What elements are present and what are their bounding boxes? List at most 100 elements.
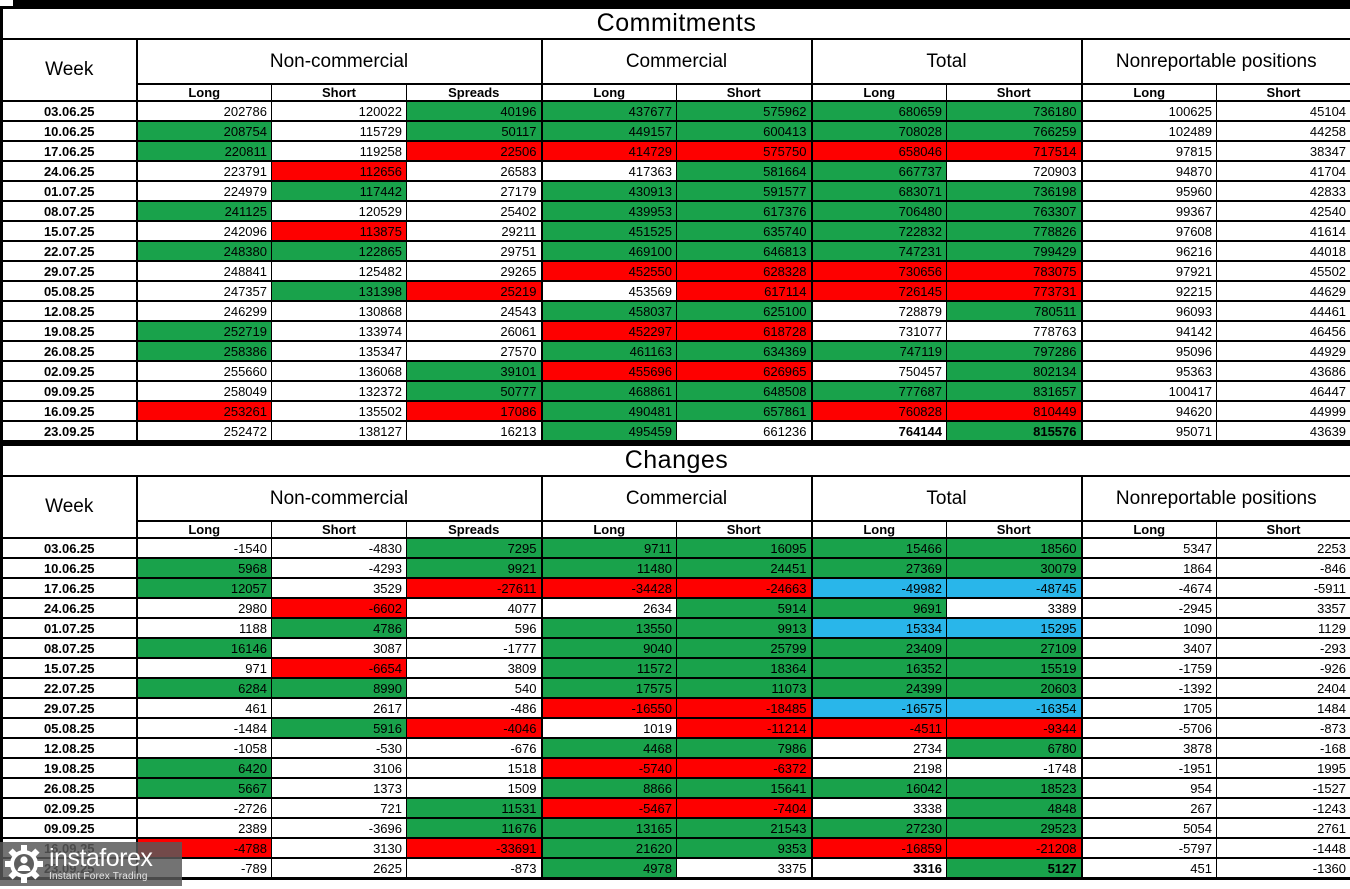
value-cell: 4848 xyxy=(946,797,1082,819)
value-cell: 13165 xyxy=(540,817,677,839)
value-cell: 242096 xyxy=(135,220,272,242)
value-cell: 430913 xyxy=(540,180,677,202)
value-cell: -2945 xyxy=(1080,597,1217,619)
value-cell: 736180 xyxy=(946,100,1082,122)
value-cell: 780511 xyxy=(946,300,1082,322)
value-cell: -293 xyxy=(1215,637,1350,659)
value-cell: 117442 xyxy=(271,180,407,202)
value-cell: 95363 xyxy=(1080,360,1217,382)
value-cell: 44461 xyxy=(1215,300,1350,322)
value-cell: 722832 xyxy=(810,220,947,242)
value-cell: 3087 xyxy=(271,637,407,659)
value-cell: -24663 xyxy=(676,577,812,599)
value-cell: 29265 xyxy=(406,260,542,282)
value-cell: -4511 xyxy=(810,717,947,739)
value-cell: 3375 xyxy=(676,857,812,880)
value-cell: 3106 xyxy=(271,757,407,779)
subheader-long: Long xyxy=(540,520,677,539)
value-cell: 29751 xyxy=(406,240,542,262)
value-cell: 20603 xyxy=(946,677,1082,699)
value-cell: 706480 xyxy=(810,200,947,222)
value-cell: 6284 xyxy=(135,677,272,699)
value-cell: 720903 xyxy=(946,160,1082,182)
value-cell: -16575 xyxy=(810,697,947,719)
value-cell: 1864 xyxy=(1080,557,1217,579)
value-cell: -33691 xyxy=(406,837,542,859)
value-cell: 708028 xyxy=(810,120,947,142)
value-cell: 50117 xyxy=(406,120,542,142)
value-cell: -5467 xyxy=(540,797,677,819)
watermark-tagline: Instant Forex Trading xyxy=(49,871,148,882)
value-cell: -21208 xyxy=(946,837,1082,859)
value-cell: 4786 xyxy=(271,617,407,639)
value-cell: -873 xyxy=(1215,717,1350,739)
value-cell: 5916 xyxy=(271,717,407,739)
value-cell: 1019 xyxy=(540,717,677,739)
value-cell: 451525 xyxy=(540,220,677,242)
value-cell: 747119 xyxy=(810,340,947,362)
value-cell: 125482 xyxy=(271,260,407,282)
value-cell: -1540 xyxy=(135,537,272,559)
value-cell: 27109 xyxy=(946,637,1082,659)
week-cell: 15.07.25 xyxy=(1,657,138,679)
value-cell: -4293 xyxy=(271,557,407,579)
value-cell: 2617 xyxy=(271,697,407,719)
value-cell: 130868 xyxy=(271,300,407,322)
value-cell: -11214 xyxy=(676,717,812,739)
value-cell: -3696 xyxy=(271,817,407,839)
value-cell: 625100 xyxy=(676,300,812,322)
value-cell: 414729 xyxy=(540,140,677,162)
value-cell: 2389 xyxy=(135,817,272,839)
value-cell: 16146 xyxy=(135,637,272,659)
week-cell: 10.06.25 xyxy=(1,120,138,142)
value-cell: 26583 xyxy=(406,160,542,182)
value-cell: 25402 xyxy=(406,200,542,222)
value-cell: 27570 xyxy=(406,340,542,362)
value-cell: -18485 xyxy=(676,697,812,719)
value-cell: 766259 xyxy=(946,120,1082,142)
week-cell: 22.07.25 xyxy=(1,240,138,262)
value-cell: 461 xyxy=(135,697,272,719)
value-cell: -1527 xyxy=(1215,777,1350,799)
value-cell: 437677 xyxy=(540,100,677,122)
value-cell: 12057 xyxy=(135,577,272,599)
value-cell: 453569 xyxy=(540,280,677,302)
value-cell: 469100 xyxy=(540,240,677,262)
subheader-long: Long xyxy=(135,83,272,102)
week-cell: 03.06.25 xyxy=(1,100,138,122)
week-cell: 24.06.25 xyxy=(1,160,138,182)
subheader-short: Short xyxy=(271,83,407,102)
value-cell: 248841 xyxy=(135,260,272,282)
value-cell: 38347 xyxy=(1215,140,1350,162)
value-cell: -16354 xyxy=(946,697,1082,719)
value-cell: 135502 xyxy=(271,400,407,422)
commitments-title: Commitments xyxy=(0,6,1350,40)
value-cell: 136068 xyxy=(271,360,407,382)
week-cell: 15.07.25 xyxy=(1,220,138,242)
value-cell: 9691 xyxy=(810,597,947,619)
value-cell: 648508 xyxy=(676,380,812,402)
value-cell: -6372 xyxy=(676,757,812,779)
value-cell: 255660 xyxy=(135,360,272,382)
value-cell: 94620 xyxy=(1080,400,1217,422)
value-cell: 43639 xyxy=(1215,420,1350,443)
value-cell: 45104 xyxy=(1215,100,1350,122)
value-cell: 9711 xyxy=(540,537,677,559)
value-cell: 41614 xyxy=(1215,220,1350,242)
value-cell: 97608 xyxy=(1080,220,1217,242)
value-cell: 2980 xyxy=(135,597,272,619)
value-cell: 3878 xyxy=(1080,737,1217,759)
week-cell: 23.09.25 xyxy=(1,420,138,443)
value-cell: 6780 xyxy=(946,737,1082,759)
value-cell: 16352 xyxy=(810,657,947,679)
value-cell: 16042 xyxy=(810,777,947,799)
value-cell: 42540 xyxy=(1215,200,1350,222)
value-cell: 252719 xyxy=(135,320,272,342)
value-cell: 3407 xyxy=(1080,637,1217,659)
value-cell: 9353 xyxy=(676,837,812,859)
week-cell: 09.09.25 xyxy=(1,380,138,402)
value-cell: -16859 xyxy=(810,837,947,859)
value-cell: 575962 xyxy=(676,100,812,122)
value-cell: 252472 xyxy=(135,420,272,443)
